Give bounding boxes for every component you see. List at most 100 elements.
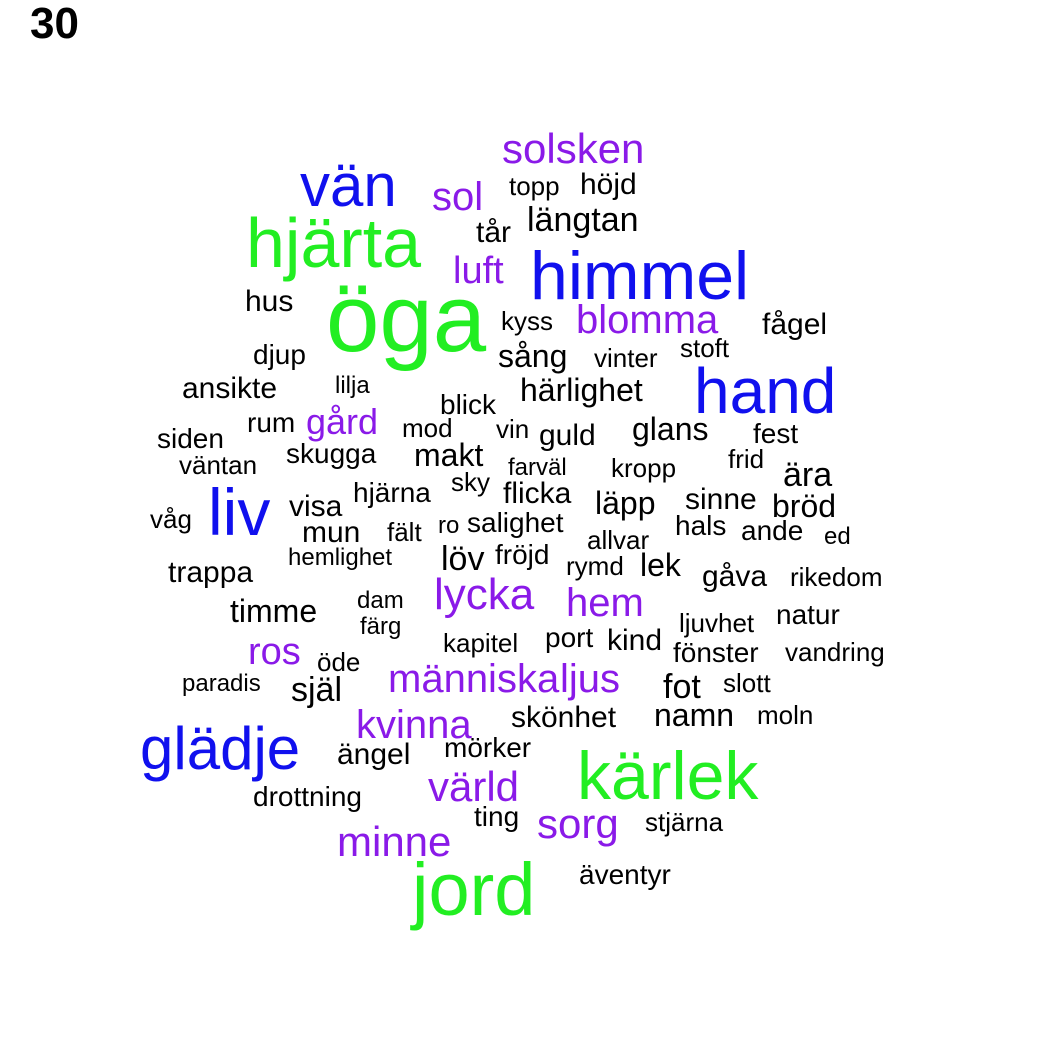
cloud-word: sinne bbox=[685, 483, 757, 516]
cloud-word: fot bbox=[663, 668, 701, 706]
cloud-word: slott bbox=[723, 668, 771, 698]
cloud-word: sol bbox=[432, 175, 484, 219]
cloud-word: guld bbox=[539, 419, 596, 452]
cloud-word: gård bbox=[306, 401, 379, 442]
cloud-word: väntan bbox=[179, 450, 258, 480]
cloud-word: hjärta bbox=[246, 204, 422, 282]
cloud-word: hals bbox=[675, 510, 727, 541]
cloud-word: stoft bbox=[680, 333, 730, 363]
cloud-word: hand bbox=[694, 355, 837, 427]
cloud-word: fönster bbox=[673, 637, 759, 668]
cloud-word: skugga bbox=[286, 438, 377, 469]
cloud-word: värld bbox=[428, 763, 520, 810]
cloud-word: vandring bbox=[785, 637, 885, 667]
cloud-word: kärlek bbox=[577, 738, 759, 814]
cloud-word: lycka bbox=[434, 570, 535, 619]
cloud-word: öde bbox=[317, 647, 361, 677]
cloud-word: liv bbox=[208, 475, 271, 549]
cloud-word: blomma bbox=[576, 298, 719, 342]
cloud-word: skönhet bbox=[511, 701, 617, 734]
cloud-word: blick bbox=[440, 389, 497, 420]
cloud-word: frid bbox=[728, 444, 765, 474]
cloud-word: fält bbox=[387, 517, 422, 547]
cloud-word: själ bbox=[291, 671, 343, 709]
cloud-word: fågel bbox=[762, 308, 828, 341]
cloud-word: natur bbox=[776, 599, 840, 630]
cloud-word: visa bbox=[289, 490, 343, 523]
cloud-word: läpp bbox=[595, 485, 656, 521]
cloud-word: luft bbox=[453, 250, 504, 292]
cloud-word: ära bbox=[783, 456, 833, 494]
cloud-word: mod bbox=[402, 413, 453, 443]
cloud-word: sky bbox=[451, 467, 490, 497]
cloud-word: solsken bbox=[502, 125, 645, 172]
cloud-word: sorg bbox=[537, 800, 619, 847]
cloud-word: namn bbox=[654, 697, 735, 733]
cloud-word: kvinna bbox=[356, 703, 472, 747]
cloud-word: bröd bbox=[772, 488, 837, 524]
cloud-word: paradis bbox=[182, 670, 261, 697]
cloud-word: härlighet bbox=[520, 372, 643, 408]
cloud-word: ande bbox=[741, 515, 804, 546]
cloud-word: port bbox=[545, 622, 594, 653]
cloud-word: människa bbox=[388, 657, 560, 701]
cloud-word: hjärna bbox=[353, 477, 431, 508]
cloud-word: sång bbox=[498, 338, 568, 374]
cloud-word: siden bbox=[157, 423, 224, 454]
cloud-word: moln bbox=[757, 700, 814, 730]
cloud-word: dam bbox=[357, 587, 404, 614]
cloud-word: lek bbox=[640, 547, 681, 583]
cloud-word: ting bbox=[474, 801, 520, 832]
cloud-word: äventyr bbox=[579, 859, 671, 890]
cloud-word: fest bbox=[753, 418, 799, 449]
cloud-word: tår bbox=[476, 216, 512, 249]
cloud-word: salighet bbox=[467, 507, 564, 538]
cloud-word: ansikte bbox=[182, 372, 278, 405]
cloud-word: öga bbox=[326, 265, 487, 372]
cloud-word: ljuvhet bbox=[679, 608, 755, 638]
cloud-word: ros bbox=[248, 631, 301, 673]
cloud-word: farväl bbox=[508, 454, 567, 481]
cloud-word: glädje bbox=[140, 715, 301, 782]
cloud-word: kind bbox=[607, 624, 663, 657]
cloud-word: kyss bbox=[501, 306, 553, 336]
cloud-word: kapitel bbox=[443, 628, 519, 658]
cloud-word: topp bbox=[509, 171, 560, 201]
cloud-word: längtan bbox=[527, 201, 639, 239]
cloud-word: makt bbox=[414, 437, 484, 473]
cloud-word: rymd bbox=[566, 551, 624, 581]
cloud-word: fröjd bbox=[495, 539, 550, 570]
cloud-word: hus bbox=[245, 285, 294, 318]
cloud-word: flicka bbox=[503, 477, 572, 510]
cloud-word: kropp bbox=[611, 453, 677, 483]
cloud-word: himmel bbox=[530, 238, 750, 314]
cloud-word: löv bbox=[441, 540, 485, 578]
cloud-word: vin bbox=[496, 414, 530, 444]
cloud-word: drottning bbox=[253, 781, 362, 812]
cloud-word: jord bbox=[412, 848, 536, 931]
cloud-word: trappa bbox=[168, 556, 254, 589]
cloud-word: färg bbox=[360, 613, 402, 640]
cloud-word: vinter bbox=[594, 343, 658, 373]
cloud-word: minne bbox=[337, 818, 452, 865]
cloud-word: ed bbox=[824, 523, 851, 550]
cloud-word: ängel bbox=[337, 738, 411, 771]
cloud-word: rikedom bbox=[790, 562, 883, 592]
cloud-word: mörker bbox=[444, 732, 532, 763]
cloud-word: vän bbox=[300, 152, 397, 219]
cloud-word: allvar bbox=[587, 525, 650, 555]
cloud-word: ljus bbox=[560, 657, 621, 701]
cloud-word: timme bbox=[230, 593, 318, 629]
panel-number: 30 bbox=[30, 0, 79, 48]
cloud-word: mun bbox=[302, 516, 361, 549]
cloud-word: hemlighet bbox=[288, 544, 393, 571]
cloud-word: ro bbox=[438, 512, 460, 539]
cloud-word: rum bbox=[247, 407, 296, 438]
cloud-word: våg bbox=[150, 504, 192, 534]
cloud-word: hem bbox=[566, 581, 644, 625]
cloud-word: glans bbox=[632, 411, 709, 447]
cloud-word: djup bbox=[253, 339, 306, 370]
cloud-word: stjärna bbox=[645, 807, 724, 837]
cloud-word: höjd bbox=[580, 168, 637, 201]
